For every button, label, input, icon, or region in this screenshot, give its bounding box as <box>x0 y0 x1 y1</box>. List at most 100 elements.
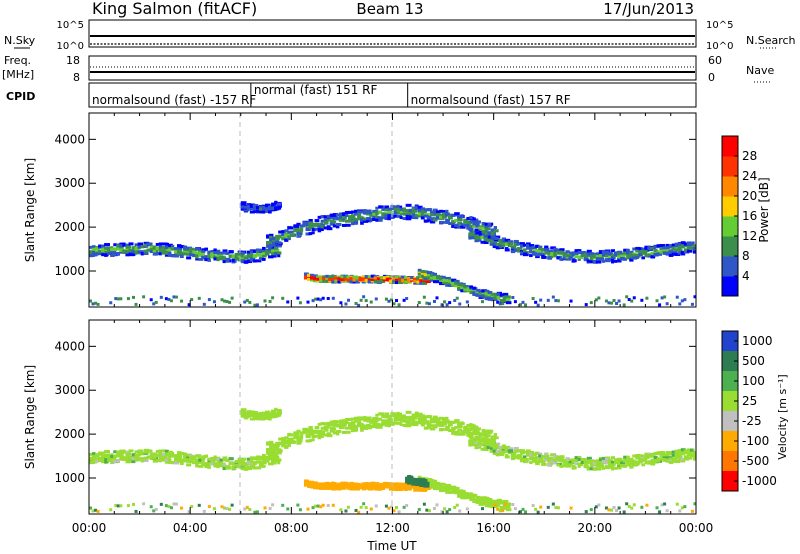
power-cell <box>498 245 503 249</box>
velocity-cell <box>443 507 447 511</box>
power-cell <box>210 252 216 256</box>
velocity-cell <box>454 432 459 436</box>
velocity-cell <box>261 457 267 461</box>
power-cell <box>275 234 280 238</box>
power-cell <box>402 209 408 213</box>
power-cell <box>505 301 512 305</box>
power-cell <box>475 291 480 295</box>
power-cell <box>487 235 493 239</box>
velocity-cell <box>677 458 684 462</box>
velocity-cell <box>325 481 330 485</box>
power-cell <box>625 295 629 299</box>
velocity-cell <box>287 440 292 444</box>
power-cell <box>274 248 280 252</box>
velocity-cell <box>505 502 511 506</box>
velocity-cell <box>432 479 438 483</box>
velocity-cell <box>487 431 493 435</box>
velocity-cell <box>146 449 153 453</box>
power-cell <box>347 210 353 214</box>
velocity-cell <box>346 505 350 509</box>
velocity-cell <box>474 446 479 450</box>
power-cell <box>149 248 154 252</box>
power-cell <box>496 294 500 298</box>
velocity-cell <box>498 445 504 449</box>
power-cell <box>355 275 361 279</box>
power-cell <box>423 275 429 279</box>
power-cell <box>319 298 323 302</box>
station-title: King Salmon (fitACF) <box>92 0 257 18</box>
velocity-cell <box>277 461 281 465</box>
velocity-cell <box>511 502 515 506</box>
power-cell <box>177 244 182 248</box>
velocity-cell <box>498 509 502 513</box>
power-cell <box>650 255 656 259</box>
velocity-cell <box>445 488 451 492</box>
power-cell <box>225 251 230 255</box>
velocity-cell <box>349 483 355 487</box>
power-cell <box>207 258 211 262</box>
power-cell <box>448 214 452 218</box>
velocity-cell <box>396 421 402 425</box>
power-cell <box>423 270 429 274</box>
power-cell <box>466 226 471 230</box>
velocity-cell <box>598 464 605 468</box>
power-cell <box>143 249 149 253</box>
power-cell <box>436 278 442 282</box>
power-cell <box>680 241 686 245</box>
power-cell <box>513 242 519 246</box>
power-cell <box>595 255 601 259</box>
power-cell <box>277 206 282 210</box>
velocity-cell <box>493 436 499 440</box>
power-cell <box>391 276 397 280</box>
power-cell <box>620 257 625 261</box>
power-cell <box>189 253 195 257</box>
power-cell <box>489 240 494 244</box>
velocity-cell <box>314 434 321 438</box>
power-cell <box>571 252 575 256</box>
cpid-segment-label: normalsound (fast) -157 RF <box>92 93 256 107</box>
velocity-cell <box>269 442 273 446</box>
power-cell <box>158 245 163 249</box>
power-cell <box>420 210 424 214</box>
power-cell <box>338 215 345 219</box>
velocity-cell <box>445 510 449 514</box>
velocity-cell <box>201 455 207 459</box>
velocity-cell <box>143 458 149 462</box>
velocity-cell <box>556 463 560 467</box>
velocity-cell <box>189 460 195 464</box>
power-cell <box>598 254 603 258</box>
power-cell <box>601 249 608 253</box>
power-cell <box>363 217 369 221</box>
power-cell <box>95 247 100 251</box>
velocity-cell <box>487 429 492 433</box>
power-cell <box>584 303 588 307</box>
velocity-cell <box>140 452 144 456</box>
power-cell <box>550 246 556 250</box>
velocity-cell <box>216 457 220 461</box>
velocity-cell <box>510 454 515 458</box>
power-cell <box>439 279 444 283</box>
velocity-cell <box>344 418 350 422</box>
power-cell <box>496 296 501 300</box>
velocity-cell <box>629 457 634 461</box>
velocity-cell <box>272 448 277 452</box>
power-cell <box>674 245 680 249</box>
velocity-cell <box>363 416 367 420</box>
velocity-cell <box>308 439 313 443</box>
velocity-cell <box>638 460 643 464</box>
velocity-cell <box>110 457 117 461</box>
velocity-cell <box>544 458 550 462</box>
power-cell <box>480 240 487 244</box>
velocity-cell <box>258 464 263 468</box>
power-cell <box>541 253 546 257</box>
velocity-cell <box>510 452 517 456</box>
velocity-cell <box>692 451 696 455</box>
power-cell <box>498 242 505 246</box>
power-cell <box>329 213 334 217</box>
velocity-cell <box>101 460 106 464</box>
power-cell <box>656 252 661 256</box>
velocity-cell <box>405 416 411 420</box>
velocity-cell <box>523 450 529 454</box>
power-cell <box>249 253 254 257</box>
velocity-cell <box>620 464 625 468</box>
